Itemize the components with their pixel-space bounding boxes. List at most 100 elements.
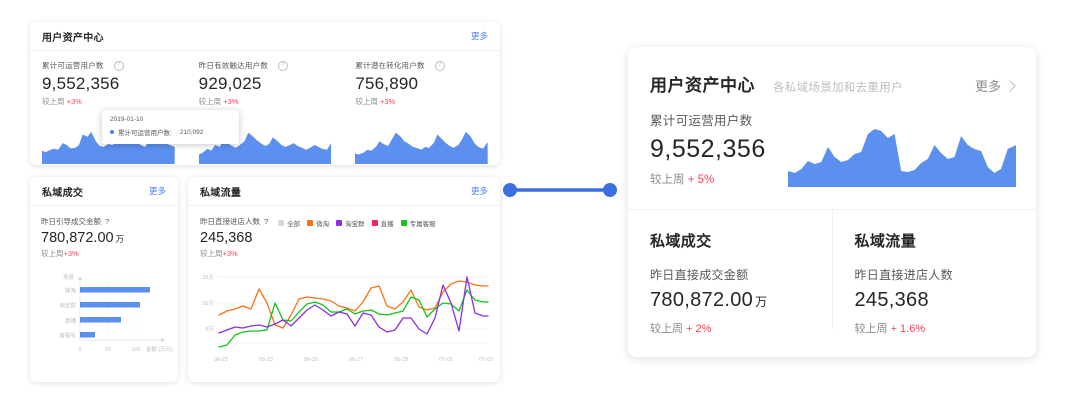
- deal-delta-value: +3%: [63, 249, 79, 258]
- mobile-subtitle: 各私域场景加和去重用户: [773, 82, 903, 94]
- user-asset-card-header: 用户资产中心 更多: [30, 22, 500, 51]
- help-icon[interactable]: ?: [277, 60, 288, 71]
- mobile-cell-delta: 较上周 + 2%: [650, 320, 810, 336]
- help-icon[interactable]: ?: [105, 217, 110, 226]
- mobile-cell-value-row: 245,368: [855, 289, 1015, 312]
- flow-kpi-block: 昨日直接进店人数 ? 245,368 较上周+3%: [200, 216, 268, 259]
- flow-kpi-label: 昨日直接进店人数: [200, 217, 260, 226]
- deal-card-title: 私域成交: [42, 187, 84, 199]
- help-icon[interactable]: ?: [264, 217, 269, 226]
- svg-text:10万: 10万: [202, 300, 214, 307]
- help-icon[interactable]: ?: [434, 60, 445, 71]
- tooltip-series-row: 累计可运营用户数: 210,092: [110, 127, 231, 137]
- metric-accumulated-users: 累计可运营用户数 ? 9,552,356 较上周 +3%: [30, 60, 187, 164]
- deal-bar-chart: 场景 微淘 淘宝群 直播 客服号 0 50 100 金额 (万元): [30, 264, 178, 367]
- legend-item-zhibo[interactable]: 直播: [371, 218, 394, 228]
- mobile-hero-value: 9,552,356: [650, 135, 766, 163]
- mobile-cell-delta-prefix: 较上周: [854, 323, 888, 335]
- svg-text:微淘: 微淘: [65, 287, 77, 295]
- mobile-cell-label: 昨日直接成交金额: [650, 268, 749, 282]
- svg-text:06-29: 06-29: [394, 357, 408, 363]
- svg-text:07-01: 07-01: [439, 357, 453, 363]
- flow-delta-value: +3%: [222, 249, 238, 258]
- deal-card-header: 私域成交 更多: [30, 177, 178, 206]
- mobile-hero-delta-value: + 5%: [687, 174, 715, 186]
- tooltip-series-dot-icon: [110, 130, 114, 134]
- legend-swatch-icon: [336, 220, 343, 226]
- svg-text:06-21: 06-21: [214, 357, 228, 363]
- mobile-cell-value: 245,368: [854, 289, 929, 311]
- private-domain-flow-card: 私域流量 更多 昨日直接进店人数 ? 245,368 较上周+3%: [188, 177, 500, 382]
- mobile-cell-title: 私域成交: [650, 233, 712, 250]
- mobile-hero-text: 累计可运营用户数 9,552,356 较上周 + 5%: [650, 110, 766, 187]
- mobile-hero-label: 累计可运营用户数: [650, 114, 753, 128]
- deal-delta-prefix: 较上周: [41, 249, 64, 258]
- legend-label: 全部: [287, 221, 301, 228]
- metric-label-row: 昨日有效触达用户数 ?: [199, 60, 332, 71]
- flow-card-header: 私域流量 更多: [188, 177, 500, 206]
- svg-text:06-27: 06-27: [349, 357, 363, 363]
- tooltip-date: 2019-01-10: [110, 116, 144, 123]
- metric-value: 929,025: [198, 74, 262, 93]
- legend-swatch-icon: [400, 220, 407, 226]
- legend-label: 专属客服: [409, 221, 436, 228]
- mobile-cell-delta-value: + 2%: [686, 323, 712, 335]
- legend-item-weitao[interactable]: 微淘: [307, 218, 329, 228]
- mobile-cell-value-row: 780,872.00 万: [650, 289, 810, 312]
- flow-kpi-label-row: 昨日直接进店人数 ?: [200, 216, 268, 227]
- metric-label-text: 累计可运营用户数: [42, 61, 104, 70]
- metric-delta-value: +3%: [223, 97, 239, 106]
- svg-text:15万: 15万: [202, 274, 214, 281]
- metric-delta-value: +3%: [66, 97, 82, 106]
- legend-swatch-icon: [307, 220, 314, 226]
- mobile-cell-value: 780,872.00: [650, 289, 754, 311]
- mobile-more-label: 更多: [974, 79, 1001, 94]
- flow-more-link[interactable]: 更多: [470, 186, 488, 196]
- metric-label-text: 累计潜在转化用户数: [355, 61, 425, 70]
- mobile-cell-deal[interactable]: 私域成交 昨日直接成交金额 780,872.00 万 较上周 + 2%: [628, 210, 832, 335]
- mobile-card: 用户资产中心 各私域场景加和去重用户 更多 累计可运营用户数 9,552,356…: [628, 47, 1036, 357]
- metric-value: 756,890: [355, 74, 419, 93]
- svg-text:50: 50: [105, 347, 111, 353]
- sparkline-accumulated-users: [42, 126, 175, 164]
- metric-reached-users: 昨日有效触达用户数 ? 929,025 较上周 +3%: [187, 60, 344, 164]
- bar-chart-svg: 场景 微淘 淘宝群 直播 客服号 0 50 100 金额 (万元): [59, 273, 173, 353]
- mobile-hero-sparkline: [787, 125, 1016, 187]
- flow-top-row: 昨日直接进店人数 ? 245,368 较上周+3% 全部 微淘: [188, 206, 500, 259]
- metric-delta: 较上周 +3%: [199, 96, 332, 107]
- svg-text:金额 (万元): 金额 (万元): [146, 345, 173, 353]
- legend-swatch-icon: [371, 220, 378, 226]
- mobile-sparkline-svg: [787, 129, 1016, 187]
- connector-arrow: [500, 180, 620, 200]
- mobile-cell-flow[interactable]: 私域流量 昨日直接进店人数 245,368 较上周 + 1.6%: [831, 210, 1037, 335]
- deal-kpi-label: 昨日引导成交金额: [41, 217, 101, 226]
- mobile-cells: 私域成交 昨日直接成交金额 780,872.00 万 较上周 + 2% 私域流量 …: [628, 210, 1037, 335]
- svg-text:客服号: 客服号: [59, 332, 76, 340]
- private-domain-deal-card: 私域成交 更多 昨日引导成交金额 ? 780,872.00 万 较上周+3%: [30, 177, 178, 382]
- legend-item-all[interactable]: 全部: [278, 218, 300, 228]
- help-icon[interactable]: ?: [113, 60, 124, 71]
- deal-more-link[interactable]: 更多: [148, 186, 166, 196]
- chevron-right-icon: [1004, 79, 1016, 92]
- sparkline-svg: [355, 131, 489, 164]
- user-asset-card-title: 用户资产中心: [42, 32, 104, 44]
- mobile-more-link[interactable]: 更多: [974, 76, 1016, 95]
- legend-label: 淘宝群: [345, 221, 365, 228]
- mobile-cell-delta-prefix: 较上周: [650, 323, 683, 335]
- metric-delta-prefix: 较上周: [355, 97, 378, 106]
- tooltip-series-value: 210,092: [179, 128, 204, 136]
- user-asset-more-link[interactable]: 更多: [470, 31, 488, 41]
- sparkline-svg: [198, 132, 332, 164]
- svg-text:5万: 5万: [205, 326, 214, 333]
- flow-line-chart: 15万 10万 5万 06-21 06-23 06-25 06-27 06-29…: [188, 261, 500, 373]
- deal-kpi-label-row: 昨日引导成交金额 ?: [41, 216, 167, 227]
- legend-item-zhuanshukefu[interactable]: 专属客服: [400, 218, 436, 228]
- flow-chart-legend: 全部 微淘 淘宝群 直播: [278, 216, 436, 228]
- legend-item-taobaoqun[interactable]: 淘宝群: [336, 218, 365, 228]
- svg-text:06-25: 06-25: [304, 357, 318, 363]
- legend-swatch-icon: [278, 220, 285, 226]
- mobile-cell-delta: 较上周 + 1.6%: [855, 320, 1015, 336]
- svg-text:100: 100: [131, 347, 140, 353]
- svg-text:场景: 场景: [63, 273, 75, 281]
